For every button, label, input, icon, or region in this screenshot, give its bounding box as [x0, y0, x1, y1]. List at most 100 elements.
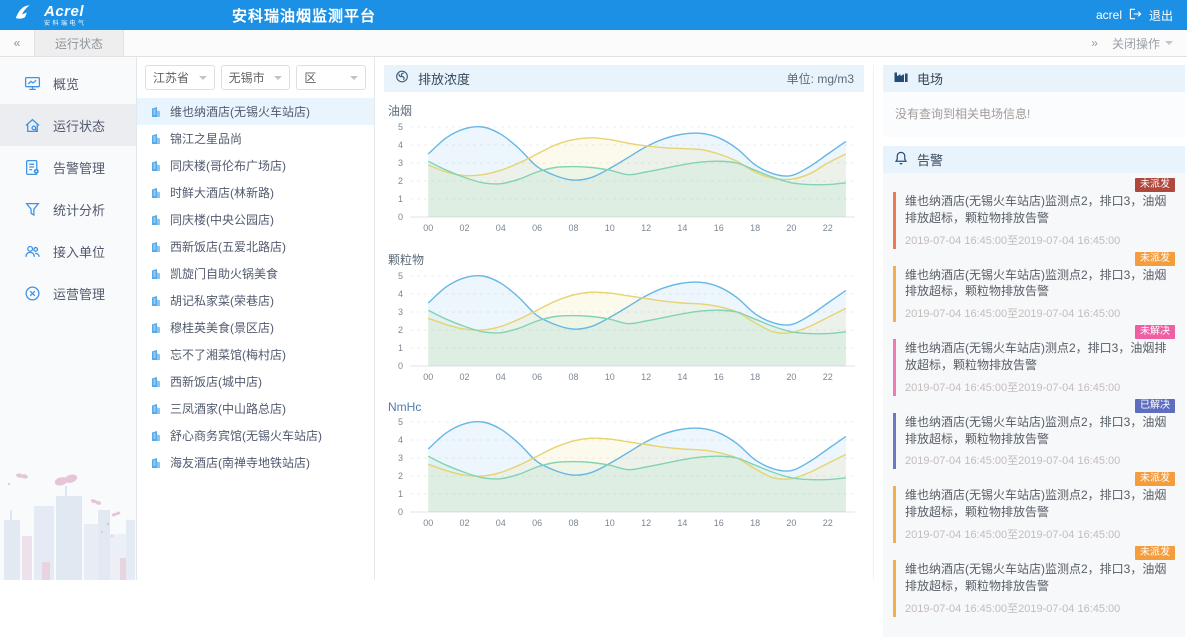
fan-icon [394, 69, 410, 89]
alert-status-badge: 未解决 [1135, 325, 1175, 340]
collapse-right-icon[interactable]: » [1091, 36, 1098, 50]
store-name: 西新饭店(城中店) [170, 375, 262, 389]
acrel-logo-icon [14, 3, 38, 27]
emission-panel-title: 排放浓度 [418, 72, 471, 87]
users-icon [25, 245, 40, 257]
sidebar-item-label: 运行状态 [53, 118, 106, 134]
building-icon [152, 457, 160, 468]
svg-text:14: 14 [677, 518, 687, 528]
sidebar-item-operations[interactable]: 运营管理 [0, 272, 136, 314]
city-select[interactable]: 无锡市 [220, 65, 291, 90]
store-list-item[interactable]: 西新饭店(五爱北路店) [137, 233, 374, 260]
region-filters: 江苏省 无锡市 区 [137, 65, 374, 90]
alert-time-range: 2019-07-04 16:45:00至2019-07-04 16:45:00 [905, 602, 1121, 615]
alert-message: 维也纳酒店(无锡火车站店)监测点2，排口3，油烟排放超标，颗粒物排放告警 [905, 194, 1167, 225]
svg-text:2: 2 [398, 471, 403, 481]
svg-text:10: 10 [605, 518, 615, 528]
building-icon [152, 268, 160, 279]
alert-card[interactable]: 未派发 维也纳酒店(无锡火车站店)监测点2，排口3，油烟排放超标，颗粒物排放告警 2… [893, 178, 1175, 249]
alert-card[interactable]: 未派发 维也纳酒店(无锡火车站店)监测点2，排口3，油烟排放超标，颗粒物排放告警 2… [893, 251, 1175, 323]
close-operations-label: 关闭操作 [1111, 36, 1160, 51]
alert-message: 维也纳酒店(无锡火车站店)监测点2，排口3，油烟排放超标，颗粒物排放告警 [905, 561, 1167, 593]
app-header: Acrel 安科瑞电气 安科瑞油烟监测平台 acrel 退出 [0, 0, 1187, 30]
store-name: 忘不了湘菜馆(梅村店) [170, 348, 286, 362]
svg-text:12: 12 [641, 518, 651, 528]
alert-card[interactable]: 未派发 维也纳酒店(无锡火车站店)监测点2，排口3，油烟排放超标，颗粒物排放告警 2… [893, 472, 1175, 543]
chart-title: NmHc [388, 400, 422, 414]
logo-subtext: 安科瑞电气 [44, 20, 87, 27]
chart-title: 油烟 [388, 104, 413, 118]
tab-bar: « 运行状态 » 关闭操作 [0, 30, 1187, 57]
unit-label: 单位: mg/m3 [786, 72, 854, 86]
sidebar-item-statistics[interactable]: 统计分析 [0, 188, 136, 230]
sidebar-item-running-status[interactable]: 运行状态 [0, 104, 136, 146]
sidebar-item-overview[interactable]: 概览 [0, 62, 136, 104]
store-list-item[interactable]: 凯旋门自助火锅美食 [137, 260, 374, 287]
page-title: 安科瑞油烟监测平台 [232, 7, 377, 25]
store-list-item[interactable]: 西新饭店(城中店) [137, 368, 374, 395]
building-icon [152, 106, 160, 117]
store-list-item[interactable]: 维也纳酒店(无锡火车站店) [137, 98, 374, 125]
svg-text:5: 5 [398, 122, 403, 132]
svg-text:4: 4 [398, 289, 403, 299]
select-value: 无锡市 [228, 71, 265, 85]
store-name: 西新饭店(五爱北路店) [170, 240, 286, 254]
store-list-item[interactable]: 同庆楼(中央公园店) [137, 206, 374, 233]
store-name: 穆桂英美食(景区店) [170, 321, 274, 335]
store-list-item[interactable]: 时鲜大酒店(林新路) [137, 179, 374, 206]
alert-card[interactable]: 未解决 维也纳酒店(无锡火车站店)测点2，排口3，油烟排放超标，颗粒物排放告警 20… [893, 325, 1175, 396]
store-name: 舒心商务宾馆(无锡火车站店) [170, 429, 322, 443]
svg-text:2: 2 [398, 176, 403, 186]
svg-text:5: 5 [398, 271, 403, 281]
alert-card[interactable]: 未派发 维也纳酒店(无锡火车站店)监测点2，排口3，油烟排放超标，颗粒物排放告警 2… [893, 545, 1175, 617]
close-operations-dropdown[interactable]: 关闭操作 [1112, 35, 1173, 52]
alarm-panel-header: 告警 [883, 146, 1185, 173]
alert-card[interactable]: 已解决 维也纳酒店(无锡火车站店)监测点2，排口3，油烟排放超标，颗粒物排放告警 2… [893, 398, 1175, 470]
store-list-item[interactable]: 穆桂英美食(景区店) [137, 314, 374, 341]
right-column: 电场 没有查询到相关电场信息! 告警 未派发 维也纳酒店(无锡火车站店)监测点2，… [873, 65, 1187, 637]
store-list-item[interactable]: 锦江之星品尚 [137, 125, 374, 152]
store-list-item[interactable]: 同庆楼(哥伦布广场店) [137, 152, 374, 179]
chart-block-1: 颗粒物 0 1 2 3 4 5 00 02 04 06 08 10 12 14 16 18 20 22 [384, 251, 864, 390]
svg-text:1: 1 [398, 343, 403, 353]
building-icon [152, 160, 160, 171]
chart-block-2: NmHc 0 1 2 3 4 5 00 02 04 06 08 10 12 14 16 18 20 22 [384, 400, 864, 536]
svg-text:10: 10 [605, 372, 615, 382]
store-name: 海友酒店(南禅寺地铁站店) [170, 456, 310, 470]
select-value: 江苏省 [153, 71, 190, 85]
store-list-item[interactable]: 胡记私家菜(荣巷店) [137, 287, 374, 314]
building-icon [152, 214, 160, 225]
emission-panel-header: 排放浓度 单位: mg/m3 [384, 65, 864, 92]
svg-text:0: 0 [398, 212, 403, 222]
store-list-item[interactable]: 海友酒店(南禅寺地铁站店) [137, 449, 374, 476]
funnel-icon [25, 202, 40, 216]
district-select[interactable]: 区 [296, 65, 367, 90]
sidebar-item-access-units[interactable]: 接入单位 [0, 230, 136, 272]
city-skyline-decoration [4, 473, 135, 580]
store-name: 时鲜大酒店(林新路) [170, 186, 274, 200]
province-select[interactable]: 江苏省 [145, 65, 215, 90]
overview-icon [24, 76, 41, 90]
svg-text:16: 16 [714, 518, 724, 528]
store-list-item[interactable]: 三凤酒家(中山路总店) [137, 395, 374, 422]
bell-icon [893, 150, 909, 170]
store-list-item[interactable]: 舒心商务宾馆(无锡火车站店) [137, 422, 374, 449]
logout-icon [1129, 8, 1142, 23]
store-name: 胡记私家菜(荣巷店) [170, 294, 274, 308]
building-icon [152, 295, 160, 306]
store-list-item[interactable]: 忘不了湘菜馆(梅村店) [137, 341, 374, 368]
sidebar-item-alarm-management[interactable]: 告警管理 [0, 146, 136, 188]
svg-text:3: 3 [398, 453, 403, 463]
sidebar-item-label: 概览 [53, 76, 80, 92]
alert-status-badge: 未派发 [1135, 178, 1175, 192]
logout-button[interactable]: 退出 [1148, 8, 1173, 23]
tab-running-status[interactable]: 运行状态 [34, 30, 125, 56]
alert-message: 维也纳酒店(无锡火车站店)测点2，排口3，油烟排放超标，颗粒物排放告警 [905, 341, 1167, 372]
collapse-left-icon[interactable]: « [13, 36, 21, 50]
building-icon [152, 403, 160, 414]
field-panel-title: 电场 [917, 72, 944, 87]
emission-panel: 排放浓度 单位: mg/m3 油烟 0 1 2 3 4 5 00 02 04 06 08 10 12 14 1… [384, 65, 864, 580]
svg-text:0: 0 [398, 507, 403, 517]
svg-text:06: 06 [532, 223, 542, 233]
